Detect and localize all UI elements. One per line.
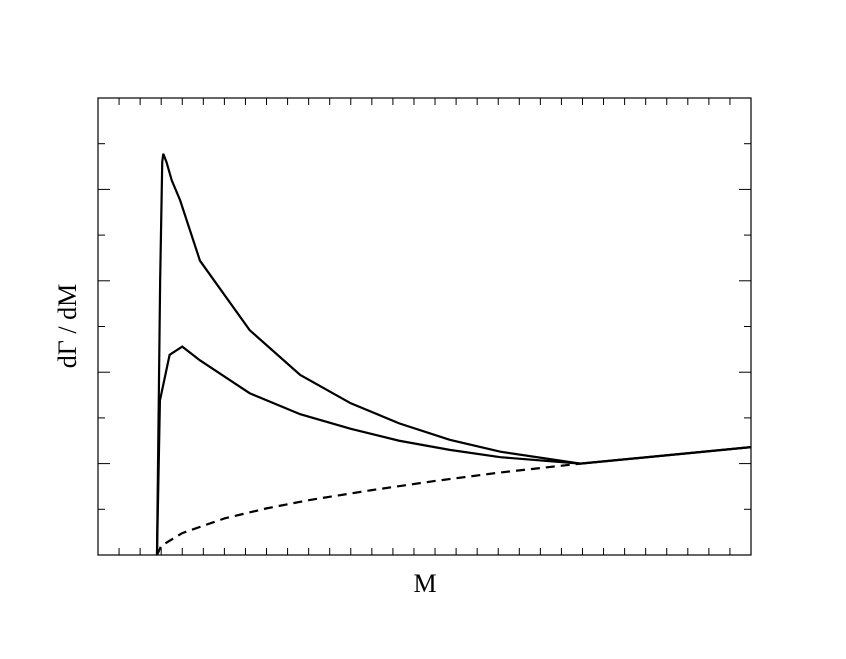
- y-axis-label: dΓ / dM: [53, 284, 82, 368]
- plot-frame: [97, 97, 752, 556]
- curve: [155, 345, 752, 556]
- curve: [155, 153, 752, 556]
- curve: [155, 462, 581, 556]
- x-axis-label: M: [413, 569, 436, 598]
